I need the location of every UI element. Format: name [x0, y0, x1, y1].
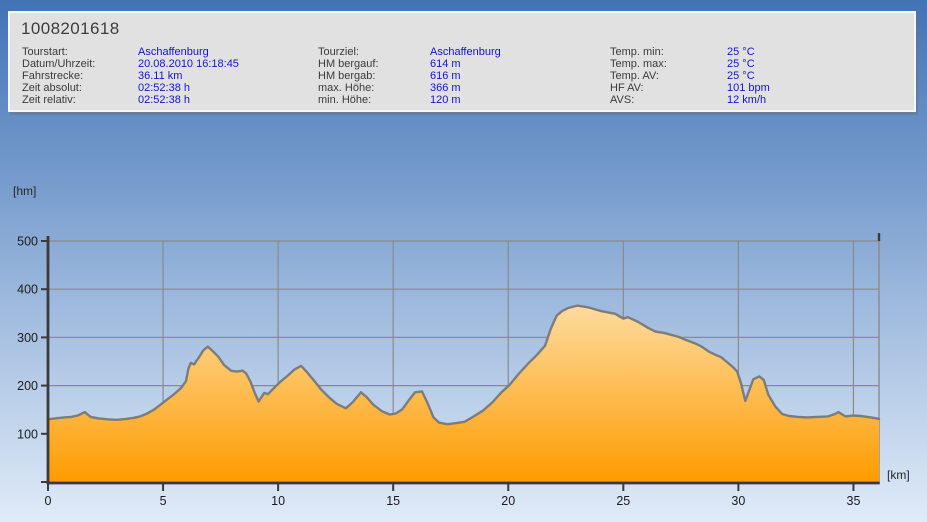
info-label: Zeit absolut: — [22, 81, 82, 94]
info-row: AVS: 12 km/h — [610, 93, 770, 107]
info-value: 12 km/h — [727, 93, 767, 106]
info-value: 25 °C — [727, 57, 755, 70]
x-tick-label: 10 — [271, 494, 285, 508]
y-tick-label: 400 — [17, 283, 38, 297]
info-value: 02:52:38 h — [138, 81, 190, 94]
info-row: Datum/Uhrzeit: 20.08.2010 16:18:45 — [22, 57, 239, 71]
x-tick-label: 25 — [616, 494, 630, 508]
elevation-area — [48, 305, 879, 482]
info-value: 25 °C — [727, 46, 755, 58]
y-tick-label: 200 — [17, 379, 38, 393]
info-column-temperature: Temp. min: 25 °C Temp. max: 25 °C Temp. AV… — [610, 46, 770, 107]
tour-title: 1008201618 — [21, 19, 120, 38]
info-label: Zeit relativ: — [22, 93, 76, 106]
info-row: Tourziel: Aschaffenburg — [318, 46, 501, 59]
info-value: 02:52:38 h — [138, 93, 190, 106]
info-value: 101 bpm — [727, 81, 770, 94]
info-value: 616 m — [430, 69, 461, 82]
x-tick-label: 15 — [386, 494, 400, 508]
info-label: Temp. min: — [610, 46, 664, 58]
info-label: HF AV: — [610, 81, 644, 94]
info-row: HM bergauf: 614 m — [318, 57, 501, 71]
info-row: Temp. max: 25 °C — [610, 57, 770, 71]
info-row: Temp. min: 25 °C — [610, 46, 770, 59]
info-label: max. Höhe: — [318, 81, 375, 94]
info-column-elevation: Tourziel: Aschaffenburg HM bergauf: 614 m … — [318, 46, 501, 107]
info-row: HF AV: 101 bpm — [610, 81, 770, 95]
info-label: min. Höhe: — [318, 93, 372, 106]
y-tick-label: 500 — [17, 235, 38, 249]
info-value: 366 m — [430, 81, 461, 94]
tour-info-panel: 1008201618 Tourstart: Aschaffenburg Datum… — [8, 11, 916, 112]
info-row: Tourstart: Aschaffenburg — [22, 46, 239, 59]
info-label: Temp. AV: — [610, 69, 659, 82]
info-row: Temp. AV: 25 °C — [610, 69, 770, 83]
info-value: Aschaffenburg — [138, 46, 209, 58]
x-axis-unit-label: [km] — [887, 468, 910, 482]
x-tick-label: 20 — [501, 494, 515, 508]
y-axis-unit-label: [hm] — [13, 184, 37, 198]
info-row: Zeit absolut: 02:52:38 h — [22, 81, 239, 95]
info-value: 120 m — [430, 93, 461, 106]
info-row: min. Höhe: 120 m — [318, 93, 501, 107]
y-tick-label: 100 — [17, 427, 38, 441]
info-column-start: Tourstart: Aschaffenburg Datum/Uhrzeit: 20… — [22, 46, 239, 107]
info-row: Zeit relativ: 02:52:38 h — [22, 93, 239, 107]
info-value: 25 °C — [727, 69, 755, 82]
x-tick-label: 30 — [731, 494, 745, 508]
x-tick-label: 0 — [45, 494, 52, 508]
info-value: 36.11 km — [138, 69, 183, 82]
info-row: HM bergab: 616 m — [318, 69, 501, 83]
x-tick-label: 5 — [160, 494, 167, 508]
info-row: Fahrstrecke: 36.11 km — [22, 69, 239, 83]
info-label: HM bergauf: — [318, 57, 379, 70]
info-label: Temp. max: — [610, 57, 667, 70]
info-label: Tourziel: — [318, 46, 359, 58]
info-value: 20.08.2010 16:18:45 — [138, 57, 239, 70]
y-tick-label: 300 — [17, 331, 38, 345]
info-label: AVS: — [610, 93, 635, 106]
info-label: Datum/Uhrzeit: — [22, 57, 96, 70]
info-label: Fahrstrecke: — [22, 69, 84, 82]
info-value: Aschaffenburg — [430, 46, 501, 58]
info-value: 614 m — [430, 57, 461, 70]
info-label: Tourstart: — [22, 46, 68, 58]
info-row: max. Höhe: 366 m — [318, 81, 501, 95]
info-label: HM bergab: — [318, 69, 376, 82]
elevation-line — [46, 304, 881, 426]
x-tick-label: 35 — [847, 494, 861, 508]
